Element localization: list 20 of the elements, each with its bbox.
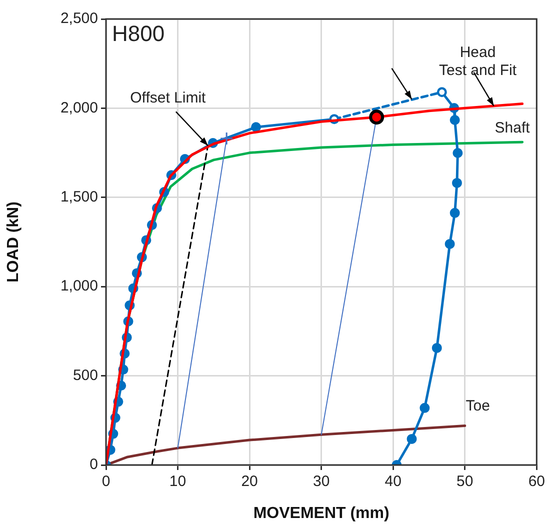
x-tick-label: 10 [169,473,186,490]
x-tick-label: 0 [102,473,110,490]
y-tick-label: 2,000 [60,99,98,116]
x-axis-title: MOVEMENT (mm) [253,504,390,522]
y-tick-label: 2,500 [60,10,98,28]
y-tick-label: 1,500 [60,188,98,206]
chart-title: H800 [112,21,165,46]
x-tick-label: 30 [312,473,330,490]
y-axis-title: LOAD (kN) [5,202,22,282]
x-tick-label: 20 [241,473,258,490]
annotation: Toe [466,397,490,414]
y-tick-label: 1,000 [60,278,98,295]
y-tick-label: 0 [90,456,98,474]
x-tick-label: 40 [384,473,402,490]
annotation: Head Test and Fit [438,44,518,79]
y-tick-label: 500 [72,366,98,384]
x-tick-label: 60 [528,473,545,490]
x-tick-label: 50 [456,473,474,490]
annotation: Shaft [494,120,531,137]
annotation: Offset Limit [130,89,207,106]
